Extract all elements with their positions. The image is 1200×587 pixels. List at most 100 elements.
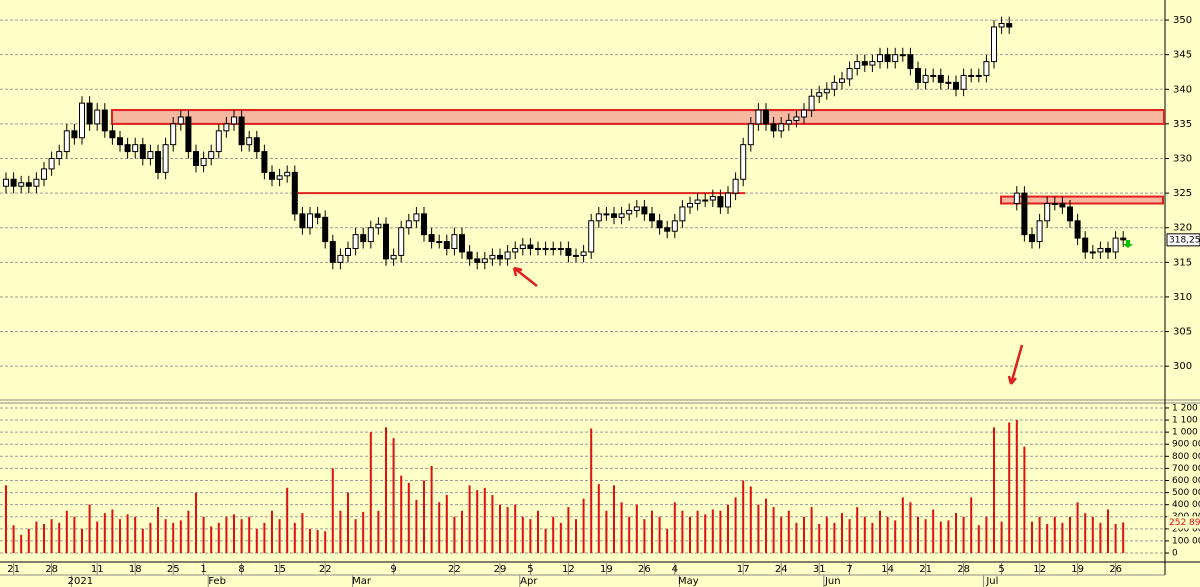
candle-body [930, 74, 937, 77]
candle-body [816, 92, 823, 97]
candle-body [71, 130, 78, 139]
candle-body [519, 244, 526, 249]
zone [111, 109, 1165, 125]
candle-body [1051, 202, 1058, 205]
candle-body [147, 151, 154, 160]
candle-body [550, 247, 557, 250]
candle-body [208, 151, 215, 160]
candle-body [1059, 202, 1066, 208]
x-tick-label: 19 [600, 564, 613, 575]
candle-body [588, 220, 595, 253]
candle-body [421, 213, 427, 236]
candle-body [702, 199, 709, 202]
y-tick-label: 350 [1173, 15, 1192, 26]
y-tick-label: 345 [1173, 50, 1192, 61]
candle-body [185, 116, 192, 153]
x-tick-label: 24 [775, 564, 788, 575]
y-tick-label: 1 000 000 [1172, 428, 1200, 438]
candle-body [945, 81, 952, 84]
candle-body [1006, 23, 1013, 28]
candle-body [276, 175, 283, 180]
candle-body [573, 254, 579, 257]
x-tick-label: 14 [881, 564, 894, 575]
candle-body [1074, 220, 1081, 239]
x-tick-label: 22 [448, 564, 461, 575]
candle-body [200, 158, 207, 166]
candle-body [405, 220, 412, 229]
candle-body [557, 247, 564, 250]
candle-body [223, 123, 230, 132]
y-tick-label: 315 [1173, 257, 1192, 268]
candle-body [63, 130, 70, 153]
candle-body [991, 26, 997, 63]
candle-body [626, 209, 633, 215]
candle-body [504, 251, 511, 260]
x-tick-label: 19 [1071, 564, 1084, 575]
candle-body [231, 116, 237, 125]
marker-arrow [1123, 240, 1133, 248]
candle-body [1044, 202, 1051, 222]
candle-body [337, 254, 344, 263]
candle-body [48, 158, 55, 170]
candle-body [10, 178, 17, 187]
candle-body [1021, 192, 1028, 236]
x-tick-label: 5 [998, 564, 1004, 575]
x-tick-label: 29 [494, 564, 507, 575]
candle-body [246, 137, 253, 146]
candle-body [94, 109, 101, 125]
candle-body [253, 137, 260, 153]
last-price-box [1166, 233, 1200, 247]
candle-body [823, 88, 830, 94]
candle-body [671, 220, 678, 232]
y-tick-label: 1 200 000 [1172, 403, 1200, 413]
month-label: Mar [352, 576, 372, 587]
candle-body [763, 109, 769, 125]
y-tick-label: 600 000 [1172, 476, 1200, 486]
month-label: Apr [520, 576, 538, 587]
candle-body [41, 168, 47, 180]
candle-body [109, 130, 116, 139]
candle-body [877, 54, 883, 63]
candle-body [656, 220, 663, 229]
x-tick-label: 25 [167, 564, 180, 575]
candle-body [755, 109, 762, 125]
y-tick-label: 320 [1173, 223, 1192, 234]
candle-body [770, 123, 777, 132]
x-tick-label: 12 [562, 564, 575, 575]
month-label: 2021 [68, 576, 93, 587]
x-tick-label: 21 [919, 564, 932, 575]
candle-body [618, 213, 625, 218]
candle-body [3, 178, 9, 187]
candle-body [139, 144, 146, 160]
candle-body [86, 102, 93, 125]
candle-body [884, 54, 891, 63]
candle-body [428, 234, 435, 243]
candle-body [367, 227, 374, 243]
candle-body [1120, 237, 1127, 241]
x-tick-label: 28 [45, 564, 58, 575]
x-tick-label: 7 [846, 564, 852, 575]
candle-body [177, 116, 184, 125]
candle-body [1089, 251, 1096, 254]
candle-body [481, 258, 488, 263]
candle-body [101, 109, 108, 132]
candle-body [793, 116, 800, 121]
candle-body [1029, 234, 1035, 243]
y-tick-label: 305 [1173, 327, 1192, 338]
candle-body [611, 213, 617, 218]
candle-body [18, 182, 25, 187]
candle-body [33, 178, 40, 187]
candle-body [314, 213, 321, 218]
month-label: May [678, 576, 699, 587]
candle-body [132, 144, 139, 153]
candle-body [155, 151, 161, 173]
candle-body [527, 244, 534, 249]
month-label: Feb [208, 576, 226, 587]
candle-body [215, 130, 222, 153]
x-tick-label: 21 [7, 564, 20, 575]
candle-body [1013, 192, 1020, 204]
candle-body [907, 54, 914, 70]
candle-body [497, 254, 503, 260]
candle-body [1105, 247, 1111, 253]
candle-body [725, 192, 731, 208]
